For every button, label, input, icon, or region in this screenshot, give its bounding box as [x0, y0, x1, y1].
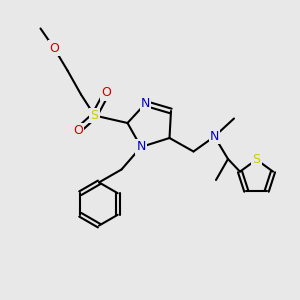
Text: S: S	[91, 109, 98, 122]
Text: S: S	[253, 153, 260, 166]
Text: N: N	[136, 140, 146, 154]
Text: O: O	[49, 41, 59, 55]
Text: O: O	[73, 124, 83, 137]
Text: O: O	[102, 86, 111, 100]
Text: N: N	[141, 97, 150, 110]
Text: N: N	[210, 130, 219, 143]
